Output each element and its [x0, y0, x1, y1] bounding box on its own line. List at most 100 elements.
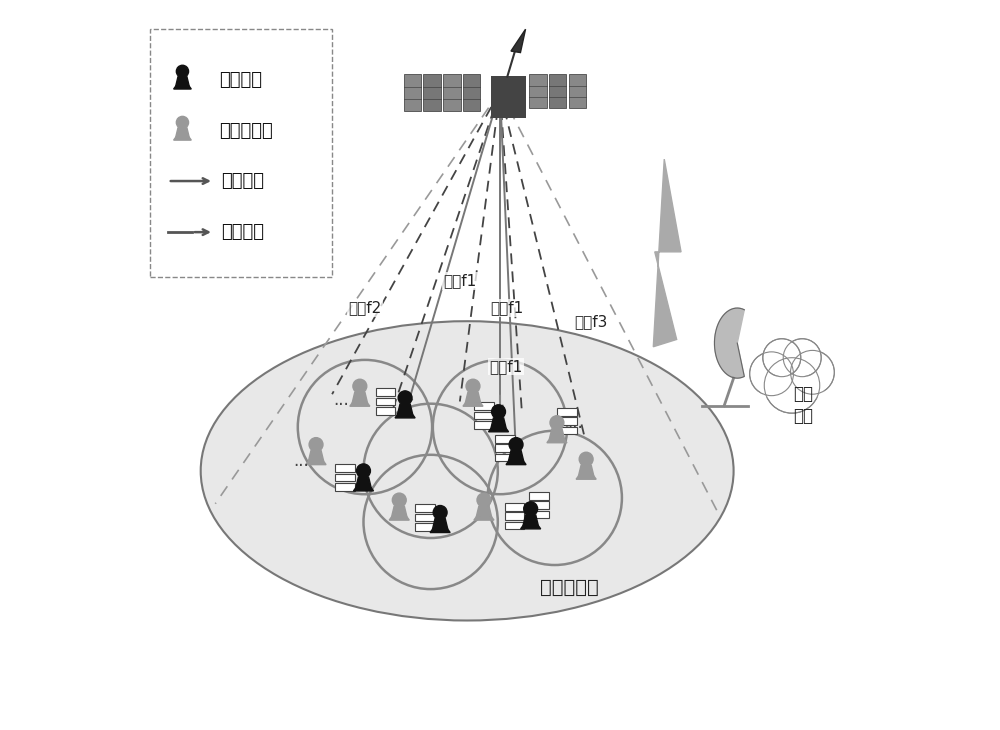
Polygon shape: [476, 507, 492, 517]
Text: 频率f1: 频率f1: [489, 359, 522, 374]
FancyBboxPatch shape: [495, 435, 515, 442]
Polygon shape: [463, 403, 483, 406]
Polygon shape: [432, 518, 448, 529]
Polygon shape: [430, 529, 450, 533]
Polygon shape: [523, 515, 538, 526]
Polygon shape: [576, 476, 596, 480]
Circle shape: [176, 65, 189, 77]
Polygon shape: [578, 466, 594, 476]
Circle shape: [509, 437, 523, 451]
Text: ...: ...: [567, 415, 583, 432]
FancyBboxPatch shape: [335, 474, 355, 481]
Circle shape: [764, 358, 820, 413]
FancyBboxPatch shape: [557, 427, 577, 434]
Polygon shape: [474, 517, 494, 520]
FancyBboxPatch shape: [491, 76, 526, 118]
Polygon shape: [353, 488, 374, 491]
FancyBboxPatch shape: [505, 512, 524, 520]
Polygon shape: [352, 393, 368, 403]
Polygon shape: [174, 137, 191, 140]
Text: 频率f1: 频率f1: [443, 274, 476, 288]
FancyBboxPatch shape: [376, 398, 395, 405]
Text: 干扰信号: 干扰信号: [221, 223, 264, 241]
Circle shape: [492, 404, 505, 419]
Text: 期望信号: 期望信号: [221, 172, 264, 190]
Polygon shape: [465, 393, 481, 403]
FancyBboxPatch shape: [529, 74, 547, 108]
FancyBboxPatch shape: [443, 74, 461, 111]
Polygon shape: [308, 450, 324, 461]
Polygon shape: [350, 403, 370, 406]
FancyBboxPatch shape: [423, 74, 441, 111]
Polygon shape: [547, 439, 567, 442]
Polygon shape: [306, 461, 326, 464]
FancyBboxPatch shape: [150, 29, 332, 277]
Circle shape: [398, 391, 412, 404]
Text: 频率f3: 频率f3: [575, 314, 608, 328]
Polygon shape: [491, 418, 506, 429]
Polygon shape: [389, 517, 409, 520]
Circle shape: [783, 339, 821, 377]
FancyBboxPatch shape: [474, 402, 494, 410]
FancyBboxPatch shape: [335, 464, 355, 472]
Polygon shape: [356, 477, 371, 488]
Polygon shape: [521, 526, 541, 529]
Text: ...: ...: [334, 391, 349, 409]
Circle shape: [357, 464, 370, 477]
Circle shape: [477, 493, 491, 507]
Text: 未服务用户: 未服务用户: [219, 123, 273, 140]
Polygon shape: [176, 77, 189, 86]
Polygon shape: [549, 429, 565, 439]
Circle shape: [550, 415, 564, 429]
FancyBboxPatch shape: [376, 388, 395, 396]
Ellipse shape: [759, 374, 825, 402]
FancyBboxPatch shape: [549, 74, 566, 108]
FancyBboxPatch shape: [557, 408, 577, 415]
FancyBboxPatch shape: [569, 74, 586, 108]
Polygon shape: [653, 159, 681, 347]
Circle shape: [176, 116, 189, 128]
Circle shape: [763, 339, 801, 377]
FancyBboxPatch shape: [529, 511, 549, 518]
FancyBboxPatch shape: [415, 523, 435, 531]
Polygon shape: [397, 404, 413, 415]
Text: 频率f1: 频率f1: [491, 301, 524, 315]
FancyBboxPatch shape: [529, 492, 549, 499]
Text: 请求数据量: 请求数据量: [540, 578, 599, 597]
Polygon shape: [508, 450, 524, 461]
Circle shape: [579, 452, 593, 466]
FancyBboxPatch shape: [495, 454, 515, 461]
FancyBboxPatch shape: [335, 483, 355, 491]
FancyBboxPatch shape: [505, 503, 524, 510]
FancyBboxPatch shape: [463, 74, 480, 111]
FancyBboxPatch shape: [529, 502, 549, 509]
FancyBboxPatch shape: [474, 421, 494, 429]
Circle shape: [466, 380, 480, 393]
FancyBboxPatch shape: [404, 74, 421, 111]
Text: ...: ...: [294, 453, 309, 470]
Ellipse shape: [201, 321, 734, 620]
Circle shape: [392, 493, 406, 507]
Polygon shape: [489, 429, 509, 432]
Text: 频率f2: 频率f2: [348, 301, 382, 315]
FancyBboxPatch shape: [495, 445, 515, 452]
Polygon shape: [715, 308, 744, 378]
FancyBboxPatch shape: [415, 504, 435, 512]
FancyBboxPatch shape: [557, 418, 577, 425]
Circle shape: [353, 380, 367, 393]
FancyBboxPatch shape: [376, 407, 395, 415]
FancyBboxPatch shape: [415, 514, 435, 521]
Text: 数据
文件: 数据 文件: [793, 385, 813, 426]
Circle shape: [433, 505, 447, 520]
Circle shape: [750, 352, 793, 396]
Text: 服务用户: 服务用户: [219, 72, 262, 89]
Polygon shape: [392, 507, 407, 517]
Circle shape: [524, 502, 538, 515]
FancyBboxPatch shape: [474, 412, 494, 419]
Polygon shape: [174, 86, 191, 89]
Polygon shape: [176, 128, 189, 137]
Circle shape: [309, 437, 323, 451]
Circle shape: [791, 350, 834, 394]
Polygon shape: [511, 29, 526, 53]
Polygon shape: [506, 461, 526, 464]
